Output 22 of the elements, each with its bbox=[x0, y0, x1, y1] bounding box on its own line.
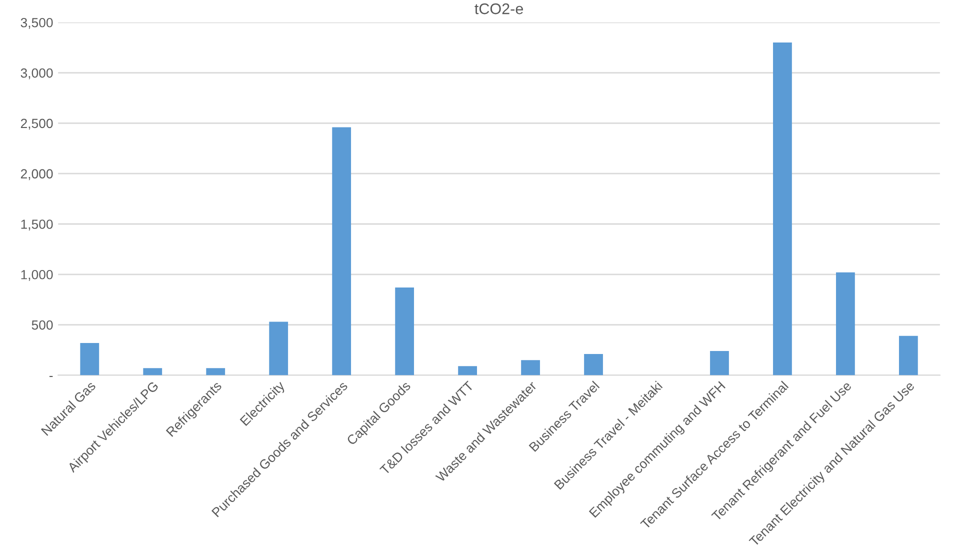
chart-title: tCO2-e bbox=[474, 3, 523, 14]
bar bbox=[395, 288, 414, 376]
bar bbox=[80, 342, 100, 376]
bar bbox=[458, 366, 477, 376]
bar bbox=[206, 368, 226, 376]
bar bbox=[836, 272, 855, 376]
y-tick-label: - bbox=[49, 376, 53, 377]
bar bbox=[773, 42, 792, 376]
y-tick-label: 3,000 bbox=[20, 68, 53, 80]
bar bbox=[710, 351, 729, 376]
bar bbox=[584, 354, 603, 376]
y-tick-label: 2,000 bbox=[20, 169, 53, 180]
bar bbox=[898, 336, 918, 376]
y-tick-label: 2,500 bbox=[20, 118, 53, 130]
bar bbox=[521, 360, 540, 376]
bar bbox=[332, 127, 352, 376]
y-tick-label: 3,500 bbox=[20, 18, 53, 29]
y-tick-label: 1,500 bbox=[21, 220, 53, 230]
bar bbox=[269, 322, 288, 376]
y-tick-label: 500 bbox=[32, 320, 53, 330]
y-tick-label: 1,000 bbox=[21, 270, 53, 281]
bar bbox=[143, 368, 162, 376]
